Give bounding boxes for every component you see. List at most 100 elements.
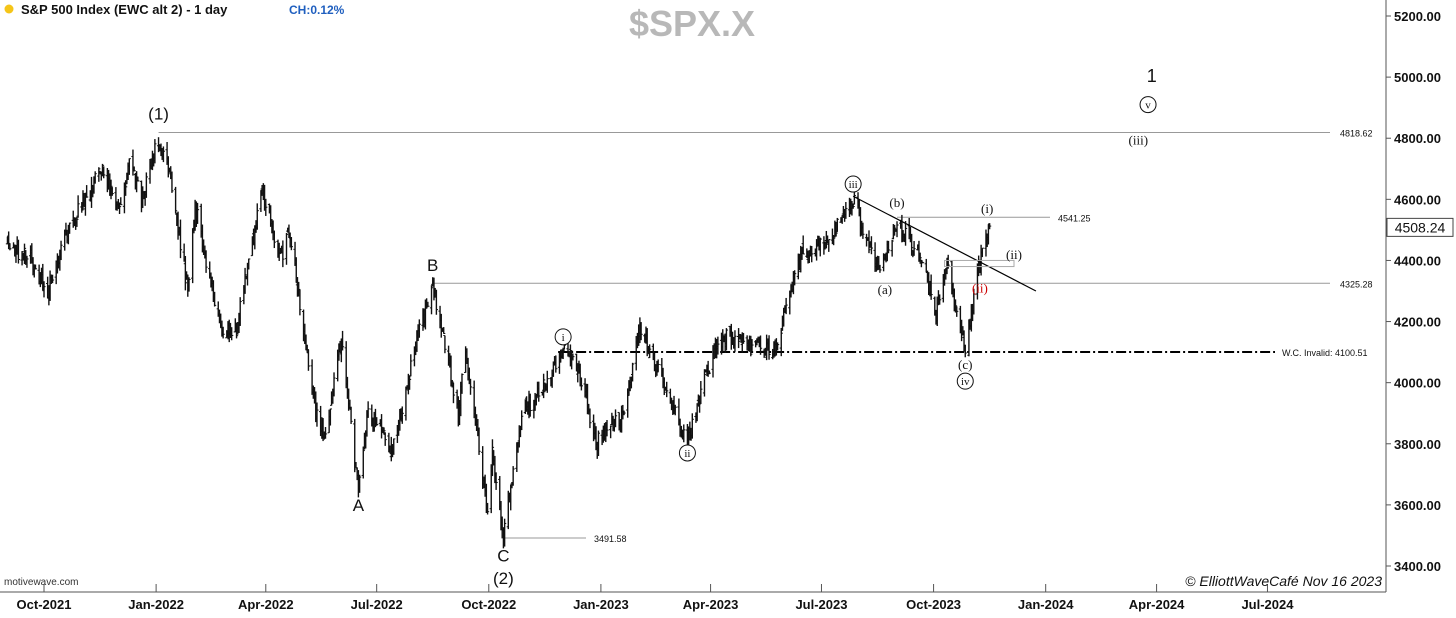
- ohlc-bar: [867, 230, 871, 254]
- ohlc-bar: [144, 172, 148, 198]
- price-tick-label: 4200.00: [1394, 315, 1441, 330]
- ohlc-bar: [42, 281, 46, 298]
- ohlc-bar: [758, 335, 763, 355]
- ohlc-bar: [375, 417, 379, 426]
- ohlc-bar: [281, 240, 285, 268]
- invalidation-label: W.C. Invalid: 4100.51: [1282, 348, 1368, 358]
- copyright-notice: © ElliottWaveCafé Nov 16 2023: [1185, 573, 1382, 589]
- ohlc-bar: [305, 344, 309, 353]
- wave-label-text: (1): [148, 105, 169, 124]
- ohlc-bar: [972, 288, 976, 315]
- ohlc-bar: [366, 401, 370, 418]
- ohlc-bar: [938, 294, 942, 305]
- price-axis[interactable]: 3400.00 3600.00 3800.00 4000.00 4200.00 4400.…: [1385, 0, 1456, 592]
- ohlc-bar: [132, 166, 136, 172]
- ohlc-bar: [243, 267, 247, 294]
- wave-label: (1): [148, 105, 169, 124]
- wave-label-text: (a): [878, 282, 892, 297]
- ohlc-bar: [596, 430, 601, 457]
- ohlc-bar: [349, 406, 353, 424]
- time-tick-label: Jan-2023: [573, 597, 629, 612]
- ohlc-bar: [690, 413, 694, 439]
- price-tick-label: 5200.00: [1394, 9, 1441, 24]
- ohlc-bar: [382, 427, 386, 435]
- ohlc-bar: [93, 171, 97, 184]
- ohlc-bar: [8, 242, 12, 251]
- ohlc-bar: [255, 203, 259, 230]
- time-axis-ticks: Oct-2021 Jan-2022 Apr-2022 Jul-2022 Oct-2022…: [17, 584, 1294, 612]
- level-label: 4818.62: [1340, 129, 1373, 139]
- ohlc-bar: [775, 342, 780, 351]
- price-level: 4541.25: [897, 213, 1091, 223]
- wave-label: (ii): [972, 280, 988, 295]
- ohlc-bar: [85, 185, 89, 198]
- ohlc-bar: [247, 258, 251, 270]
- ohlc-bar: [662, 377, 666, 396]
- ohlc-bar: [648, 344, 652, 359]
- ohlc-bar: [400, 406, 404, 424]
- trendline: [852, 195, 1037, 292]
- ohlc-bar: [50, 274, 55, 284]
- price-level: W.C. Invalid: 4100.51: [558, 348, 1368, 358]
- wave-label-text: iv: [961, 376, 970, 388]
- time-tick-label: Jul-2024: [1241, 597, 1294, 612]
- ohlc-bar: [503, 518, 507, 547]
- ohlc-bar: [520, 410, 524, 431]
- price-level: 3491.58: [503, 534, 627, 544]
- ohlc-bar: [127, 158, 131, 175]
- wave-label: i: [554, 328, 572, 346]
- time-axis[interactable]: Oct-2021 Jan-2022 Apr-2022 Jul-2022 Oct-2022…: [0, 584, 1456, 613]
- ohlc-bar: [682, 424, 686, 443]
- ohlc-bar: [451, 382, 456, 404]
- ohlc-bar: [810, 245, 814, 263]
- ohlc-bar: [439, 313, 443, 338]
- ohlc-bar: [195, 202, 200, 224]
- ohlc-bar: [477, 427, 481, 455]
- symbol-watermark: $SPX.X: [629, 3, 755, 44]
- ohlc-bar: [665, 381, 669, 398]
- chart-header: S&P 500 Index (EWC alt 2) - 1 day CH:0.1…: [4, 2, 755, 44]
- ohlc-bar: [844, 202, 848, 219]
- ohlc-bar: [109, 179, 113, 200]
- wave-label: B: [427, 256, 438, 275]
- ohlc-bar: [20, 251, 24, 266]
- price-tick-label: 3400.00: [1394, 559, 1441, 574]
- wave-label: C: [497, 546, 509, 565]
- ohlc-bar: [409, 354, 413, 377]
- ohlc-bar: [919, 259, 923, 268]
- wave-label-circle: [554, 328, 572, 346]
- ohlc-bar: [537, 381, 541, 402]
- ohlc-bar: [102, 166, 106, 179]
- wave-label-circle: [844, 175, 862, 193]
- ohlc-bar: [827, 239, 831, 252]
- wave-label-circle: [956, 372, 974, 390]
- ohlc-bar: [699, 381, 703, 405]
- wave-label-circle: [678, 444, 696, 462]
- ohlc-bar: [429, 285, 434, 315]
- price-tick-label: 4000.00: [1394, 376, 1441, 391]
- ohlc-bar: [234, 322, 239, 339]
- time-tick-label: Jul-2022: [351, 597, 403, 612]
- ohlc-bar: [818, 237, 822, 257]
- ohlc-bar: [153, 139, 157, 164]
- ohlc-bar: [340, 330, 345, 351]
- ohlc-bar: [716, 336, 720, 355]
- time-tick-label: Jan-2024: [1018, 597, 1074, 612]
- wave-label: (2): [493, 569, 514, 588]
- ohlc-bar: [33, 264, 38, 270]
- ohlc-bar: [450, 379, 454, 388]
- ohlc-bar: [306, 349, 311, 371]
- ohlc-bar: [22, 243, 27, 265]
- level-label: 4325.28: [1340, 279, 1373, 289]
- ohlc-bar: [895, 221, 899, 238]
- ohlc-bar: [605, 420, 609, 437]
- ohlc-bar: [733, 330, 737, 352]
- wave-label: 1: [1147, 66, 1157, 86]
- ohlc-bar: [793, 270, 797, 286]
- wave-label-text: (i): [981, 201, 993, 216]
- ohlc-bar: [332, 372, 336, 397]
- ohlc-bars: [5, 137, 992, 549]
- ohlc-bar: [801, 235, 805, 255]
